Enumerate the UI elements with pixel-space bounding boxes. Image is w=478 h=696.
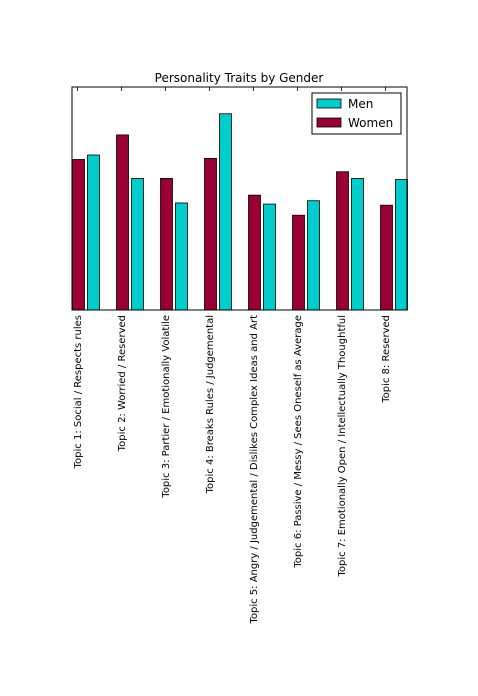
bar-men-topic-7	[351, 178, 364, 311]
bar-men-topic-6	[307, 200, 320, 311]
legend-swatch-women	[316, 117, 342, 128]
x-tick-label-topic-7: Topic 7: Emotionally Open / Intellectual…	[337, 315, 348, 578]
bar-women-topic-6	[292, 214, 305, 311]
chart-title: Personality Traits by Gender	[155, 71, 324, 85]
bar-men-topic-5	[263, 203, 276, 311]
bar-women-topic-8	[380, 204, 393, 311]
bars	[72, 113, 408, 311]
x-tick-label-topic-6: Topic 6: Passive / Messy / Sees Oneself …	[293, 315, 304, 569]
bar-men-topic-2	[131, 178, 144, 311]
bar-women-topic-4	[204, 157, 217, 311]
bar-women-topic-5	[248, 194, 261, 311]
x-tick-label-topic-5: Topic 5: Angry / Judgemental / Dislikes …	[249, 315, 260, 625]
legend-label-women: Women	[348, 116, 393, 130]
bar-men-topic-3	[175, 202, 188, 311]
legend-label-men: Men	[348, 97, 373, 111]
x-tick-labels: Topic 1: Social / Respects rules Topic 2:…	[73, 315, 392, 625]
bar-women-topic-1	[72, 159, 85, 311]
bar-men-topic-1	[87, 154, 100, 311]
x-tick-label-topic-1: Topic 1: Social / Respects rules	[73, 315, 84, 469]
bar-women-topic-2	[116, 134, 129, 311]
x-tick-label-topic-4: Topic 4: Breaks Rules / Judgemental	[205, 315, 216, 494]
x-tick-label-topic-8: Topic 8: Reserved	[381, 315, 392, 404]
bar-men-topic-4	[219, 113, 232, 311]
x-tick-label-topic-2: Topic 2: Worried / Reserved	[117, 315, 128, 452]
bar-women-topic-3	[160, 178, 173, 311]
legend: Men Women	[311, 92, 402, 135]
x-tick-label-topic-3: Topic 3: Partier / Emotionally Volatile	[161, 315, 172, 499]
bar-men-topic-8	[395, 179, 408, 311]
legend-swatch-men	[316, 98, 342, 109]
bar-women-topic-7	[336, 171, 349, 311]
plot-frame	[71, 86, 408, 311]
